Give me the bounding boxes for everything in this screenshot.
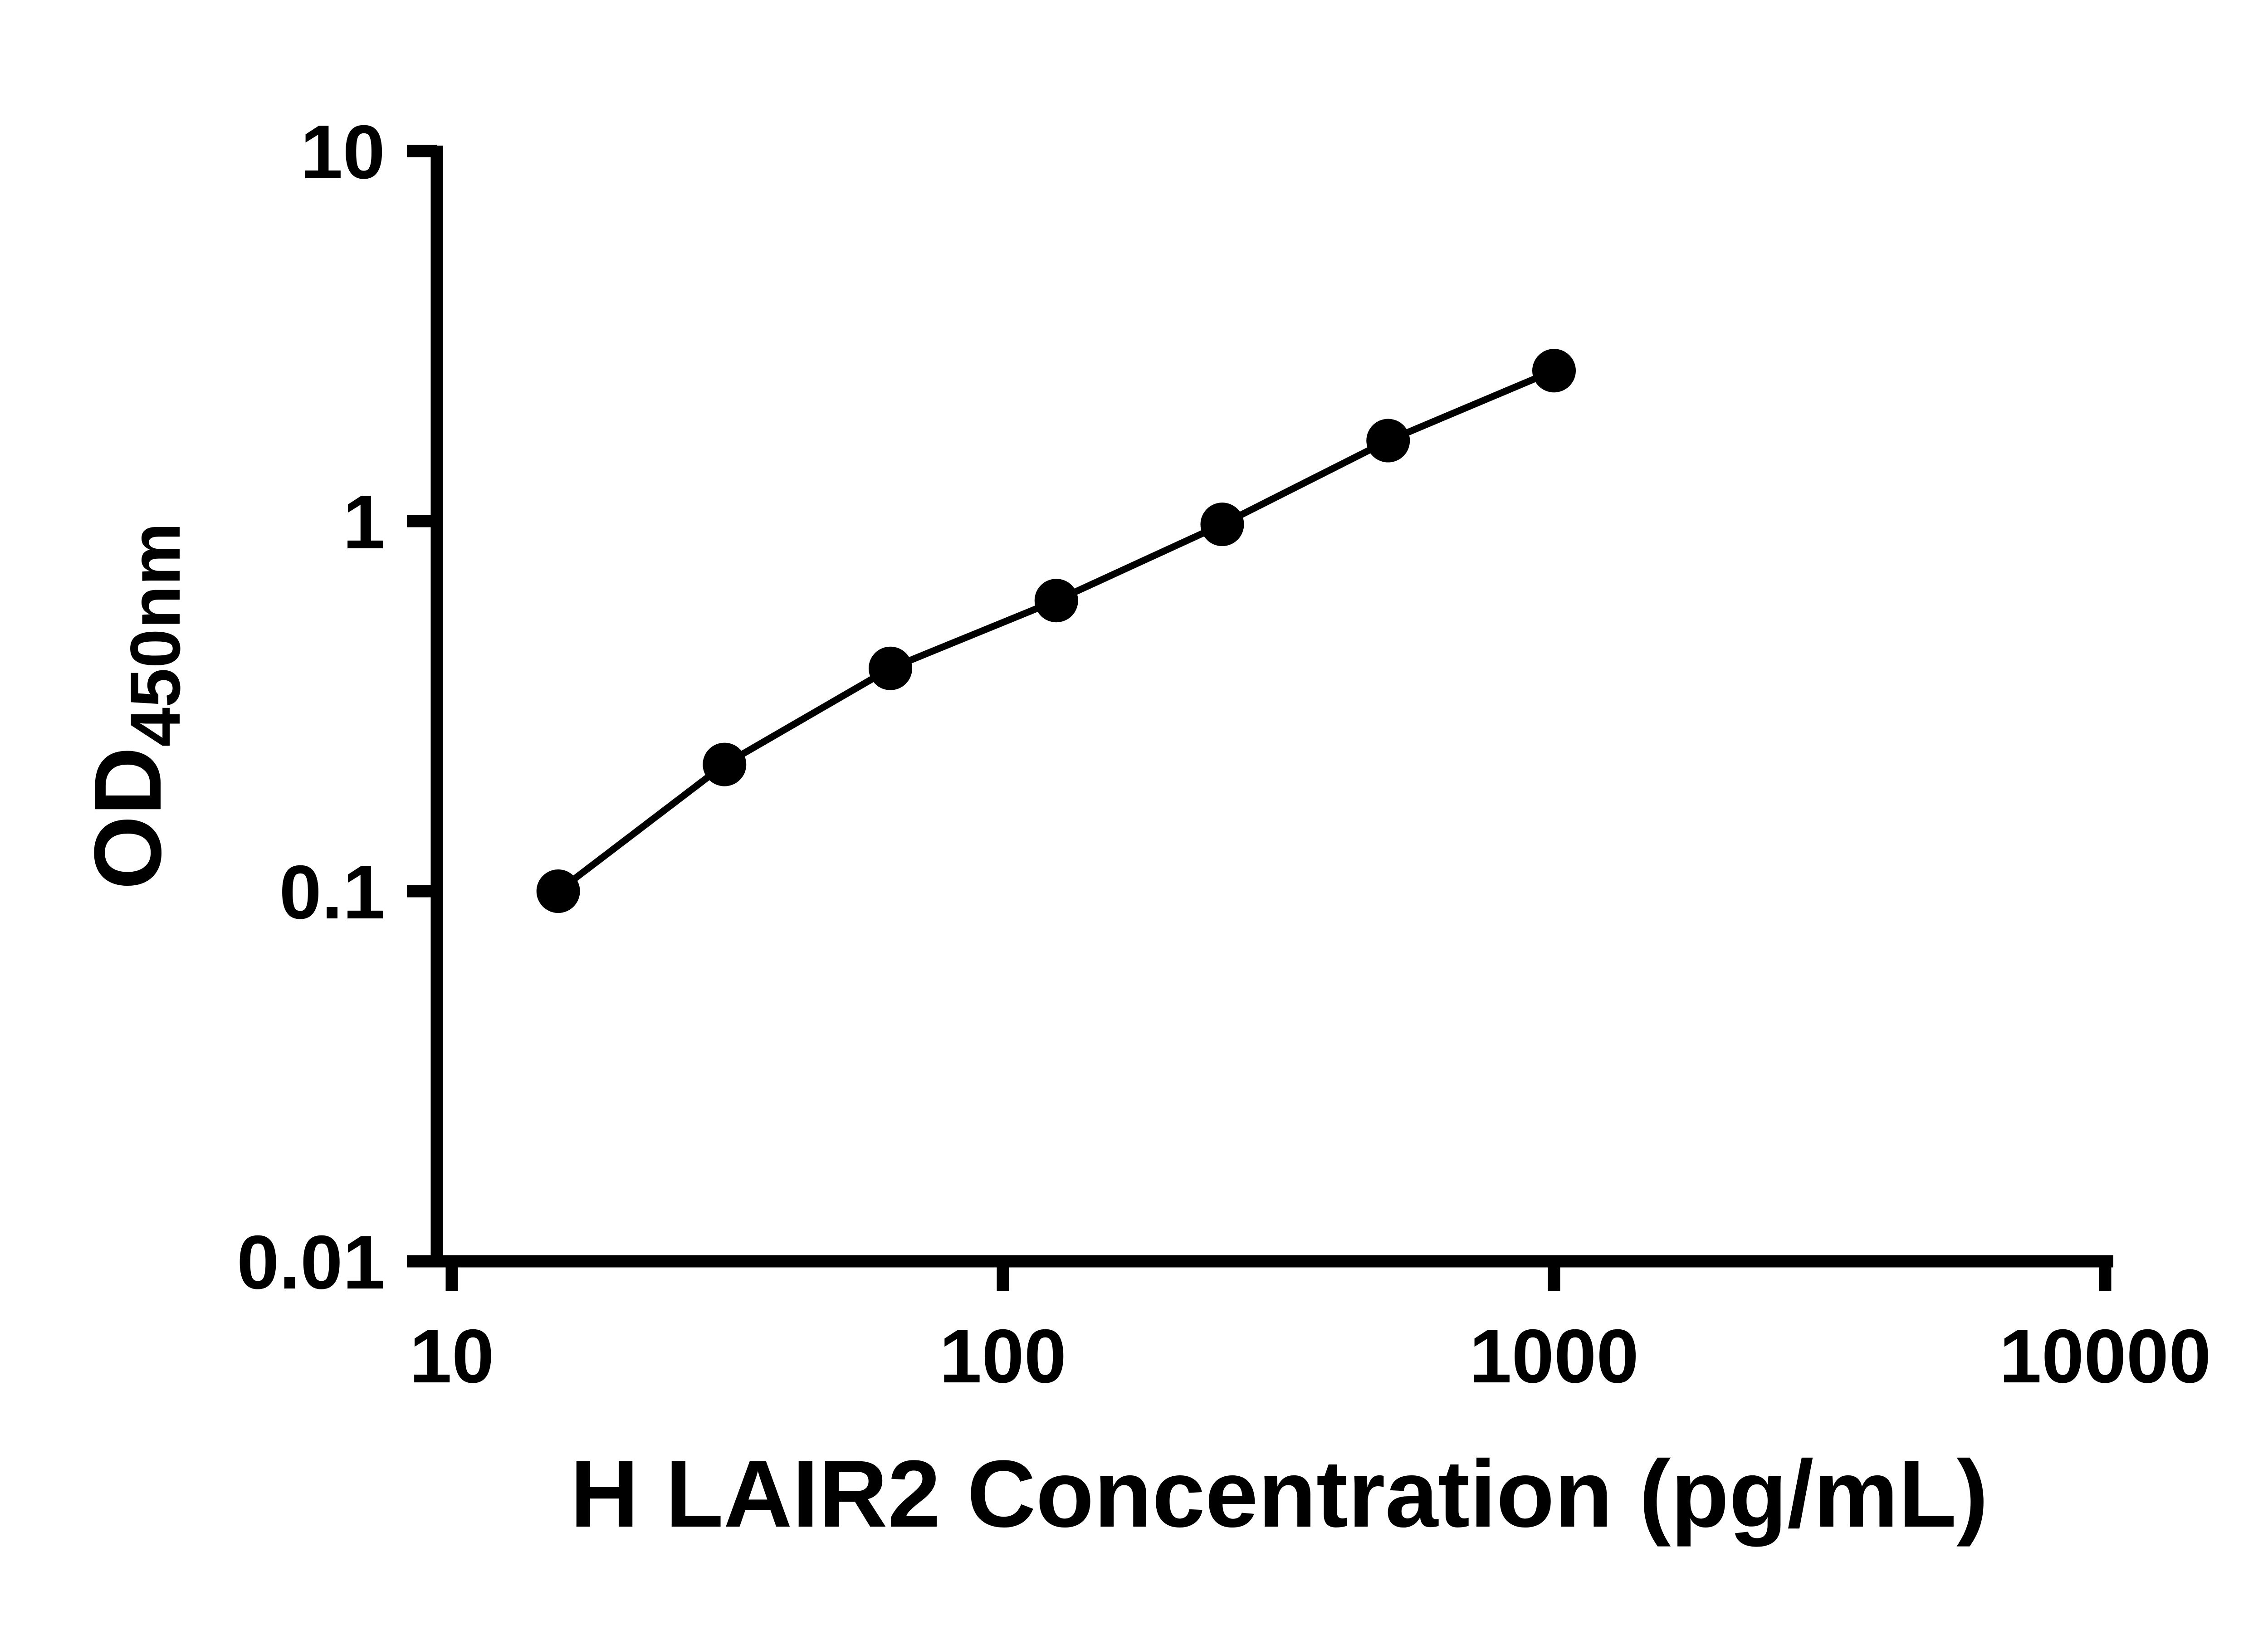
y-axis-title: OD450nm (74, 522, 195, 889)
y-tick-label: 1 (343, 479, 385, 565)
x-tick-label: 10 (410, 1313, 494, 1399)
y-tick-label: 10 (300, 109, 385, 195)
x-tick-label: 10000 (1999, 1313, 2211, 1399)
y-tick-label: 0.01 (237, 1220, 385, 1305)
x-tick-labels: 10 100 1000 10000 (410, 1313, 2211, 1399)
x-axis-title: H LAIR2 Concentration (pg/mL) (570, 1440, 1989, 1547)
y-axis-title-main: OD (74, 747, 181, 890)
data-point (703, 742, 747, 786)
data-point (1366, 419, 1410, 463)
data-point (536, 869, 580, 913)
data-point (868, 646, 912, 690)
y-axis-title-subscript: 450nm (116, 522, 195, 747)
data-point (1200, 503, 1244, 547)
data-point (1532, 349, 1576, 393)
x-tick-label: 1000 (1469, 1313, 1639, 1399)
y-tick-labels: 10 1 0.1 0.01 (237, 109, 385, 1305)
x-tick-label: 100 (939, 1313, 1066, 1399)
y-tick-label: 0.1 (279, 849, 385, 935)
data-point (1034, 579, 1078, 623)
plot-geometry (407, 145, 2113, 1291)
